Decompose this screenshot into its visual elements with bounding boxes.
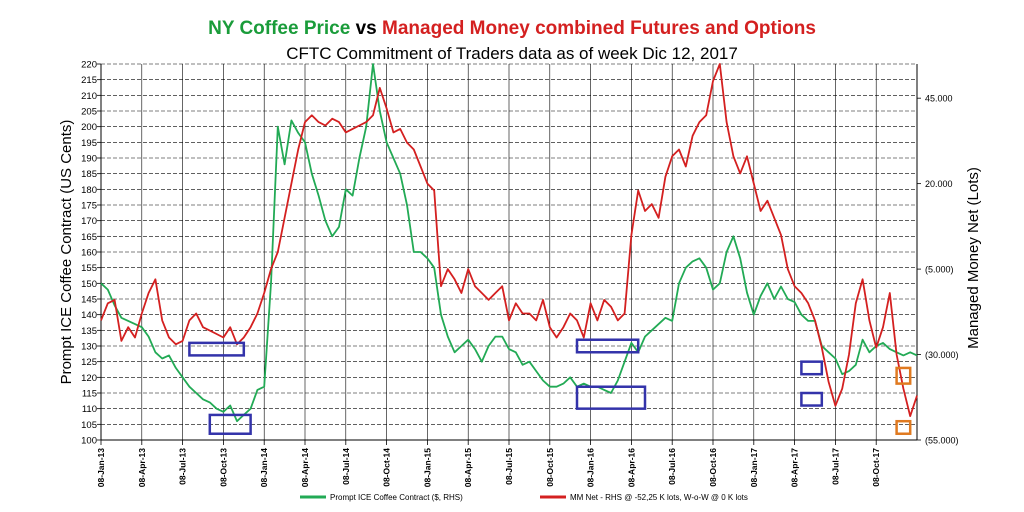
highlight-box [188, 341, 246, 357]
title-part-mm: Managed Money combined Futures and Optio… [382, 18, 816, 39]
managed-money-line [100, 63, 918, 418]
coffee-price-line [100, 63, 918, 423]
chart-title: NY Coffee Price vs Managed Money combine… [0, 18, 1024, 40]
y-tick-label: 110 [82, 404, 97, 415]
y-tick-label: 125 [81, 357, 97, 368]
y-tick-label: 190 [81, 154, 97, 165]
y2-tick-label: 20.000 [925, 179, 953, 189]
y-tick-label: 205 [81, 107, 97, 118]
y2-tick-label: (30.000) [925, 350, 959, 360]
x-tick-label: 08-Apr-16 [626, 448, 636, 487]
y2-tick-label: 45.000 [925, 94, 953, 104]
y-tick-label: 115 [82, 389, 97, 400]
y2-tick-label: (55.000) [925, 436, 959, 446]
highlight-box [895, 366, 912, 385]
y-tick-label: 180 [81, 185, 97, 196]
x-tick-label: 08-Jan-15 [422, 448, 432, 487]
x-tick-label: 08-Jan-16 [586, 448, 596, 487]
x-tick-label: 08-Apr-13 [137, 448, 147, 487]
y-tick-label: 195 [81, 138, 97, 149]
y-tick-label: 150 [81, 279, 97, 290]
y-tick-label: 200 [81, 122, 97, 133]
x-tick-label: 08-Jan-17 [749, 448, 759, 487]
x-tick-label: 08-Oct-17 [871, 448, 881, 487]
y-tick-label: 210 [81, 91, 97, 102]
x-tick-label: 08-Jan-14 [259, 448, 269, 487]
y-tick-label: 145 [81, 295, 97, 306]
y-tick-label: 215 [81, 75, 97, 86]
highlight-box [575, 338, 640, 354]
x-tick-label: 08-Apr-14 [300, 448, 310, 487]
x-tick-label: 08-Apr-15 [463, 448, 473, 487]
x-tick-label: 08-Oct-13 [218, 448, 228, 487]
x-tick-label: 08-Jul-13 [178, 448, 188, 485]
x-tick-label: 08-Jul-17 [830, 448, 840, 485]
x-tick-label: 08-Apr-17 [790, 448, 800, 487]
highlight-box [800, 360, 824, 376]
y-tick-label: 160 [81, 248, 97, 259]
legend-label-mm: MM Net - RHS @ -52,25 K lots, W-o-W @ 0 … [570, 493, 748, 502]
y-tick-label: 170 [81, 216, 97, 227]
y-tick-label: 165 [81, 232, 97, 243]
x-tick-label: 08-Oct-16 [708, 448, 718, 487]
title-part-vs: vs [350, 18, 383, 39]
x-tick-label: 08-Jul-14 [341, 448, 351, 485]
x-tick-label: 08-Jan-13 [96, 448, 106, 487]
y-tick-label: 155 [81, 263, 97, 274]
y-tick-label: 220 [81, 60, 97, 71]
y-tick-label: 130 [81, 342, 97, 353]
y2-tick-label: (5.000) [925, 265, 954, 275]
legend-label-coffee: Prompt ICE Coffee Contract ($, RHS) [330, 493, 463, 502]
y-tick-label: 185 [81, 169, 97, 180]
y-tick-label: 105 [81, 420, 97, 431]
y-tick-label: 135 [81, 326, 97, 337]
y-tick-label: 100 [81, 436, 97, 447]
x-tick-label: 08-Jul-15 [504, 448, 514, 485]
highlight-box [800, 391, 824, 407]
y2-axis-title: Managed Money Net (Lots) [965, 167, 982, 349]
highlight-box [575, 385, 647, 410]
title-part-coffee: NY Coffee Price [208, 18, 351, 39]
y-tick-label: 175 [81, 201, 97, 212]
y-tick-label: 140 [81, 310, 97, 321]
highlight-box [208, 413, 252, 435]
x-tick-label: 08-Oct-15 [545, 448, 555, 487]
x-tick-label: 08-Oct-14 [382, 448, 392, 487]
highlight-box [895, 419, 912, 435]
y-axis-title: Prompt ICE Coffee Contract (US Cents) [58, 120, 75, 385]
x-tick-label: 08-Jul-16 [667, 448, 677, 485]
y-tick-label: 120 [81, 373, 97, 384]
chart-subtitle: CFTC Commitment of Traders data as of we… [286, 44, 738, 63]
